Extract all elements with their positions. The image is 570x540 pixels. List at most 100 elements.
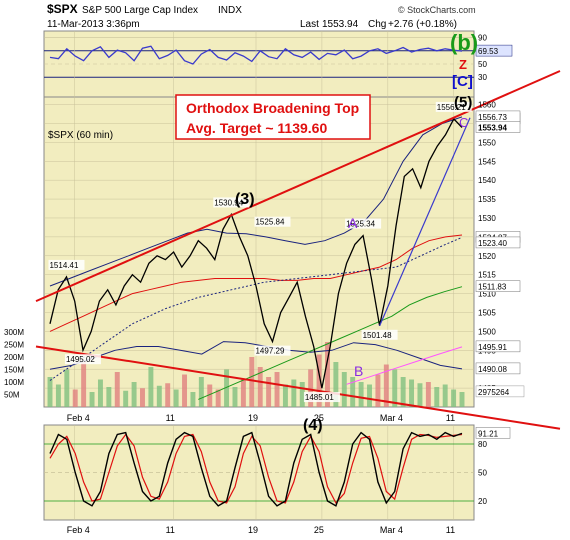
price-point-label: 1501.48	[363, 331, 392, 340]
volume-bar	[81, 362, 87, 407]
bollinger-upper	[49, 116, 463, 287]
right-value-label: 1511.83	[478, 283, 507, 292]
volume-bar	[308, 369, 314, 407]
price-label-bg	[254, 345, 291, 356]
price-tick-label: 1500	[478, 327, 496, 336]
volume-bar	[451, 389, 457, 407]
volume-tick-label: 250M	[4, 341, 24, 350]
price-label-bg	[345, 218, 382, 229]
volume-bar	[257, 367, 263, 407]
stoch-d-line	[49, 433, 463, 504]
price-panel	[43, 96, 475, 408]
volume-bar	[47, 377, 53, 407]
x-tick-label-bottom: Mar 4	[380, 525, 403, 535]
volume-last-value: 2975264	[478, 388, 510, 397]
price-point-label: 1495.02	[66, 355, 95, 364]
volume-tick-label: 200M	[4, 353, 24, 362]
wave-label-b: (b)	[450, 30, 478, 55]
price-tick-label: 1505	[478, 308, 496, 317]
volume-tick-label: 300M	[4, 328, 24, 337]
price-label-bg	[213, 197, 250, 208]
chart-exchange: INDX	[218, 5, 242, 16]
watermark: © StockCharts.com	[398, 5, 476, 15]
x-tick-label-bottom: 11	[446, 525, 455, 535]
volume-bar	[434, 387, 440, 407]
x-tick-label: 25	[314, 413, 324, 423]
x-tick-label-bottom: 19	[248, 525, 258, 535]
volume-bar	[291, 379, 297, 407]
price-point-label: 1556.21	[437, 103, 466, 112]
volume-tick-label: 150M	[4, 366, 24, 375]
price-label-bg	[48, 259, 85, 270]
volume-bar	[106, 387, 112, 407]
stoch-last-value: 91.21	[478, 429, 499, 438]
right-value-label: 1523.40	[478, 239, 507, 248]
broadening-upper-line	[35, 70, 561, 303]
moving-average-magenta	[346, 346, 463, 385]
last-value: 1553.94	[322, 19, 359, 30]
stoch-k-line	[49, 431, 463, 507]
bollinger-lower	[49, 341, 463, 370]
price-point-label: 1525.34	[346, 220, 375, 229]
stochastic-series	[49, 431, 463, 507]
stoch-tick-label: 50	[478, 469, 487, 478]
volume-bar	[350, 377, 356, 407]
chg-label: Chg	[368, 19, 386, 30]
volume-bar	[367, 384, 372, 407]
volume-bar	[173, 389, 179, 407]
chart-date: 11-Mar-2013 3:36pm	[47, 19, 140, 30]
right-value-box	[475, 236, 521, 249]
volume-bar	[156, 385, 162, 407]
right-value-box	[475, 121, 521, 133]
price-tick-label: 1530	[478, 214, 496, 223]
x-tick-label: 11	[446, 413, 455, 423]
volume-bar	[442, 384, 448, 407]
x-tick-label-bottom: 11	[166, 525, 175, 535]
volume-bars	[47, 342, 465, 407]
volume-bar	[190, 392, 196, 407]
price-point-label: 1514.41	[49, 261, 78, 270]
price-label-bg	[64, 354, 101, 365]
volume-bar	[140, 388, 145, 407]
price-series	[35, 70, 561, 430]
x-tick-label: 19	[248, 413, 258, 423]
rsi-last-value: 69.53	[478, 47, 499, 56]
price-tick-label: 1550	[478, 138, 496, 147]
right-value-label: 1490.08	[478, 365, 507, 374]
right-value-label: 1495.91	[478, 343, 507, 352]
box-target: Avg. Target ~ 1139.60	[186, 120, 327, 136]
volume-bar	[131, 382, 137, 407]
wave-label-b-minor: B	[354, 363, 363, 379]
wave-label-c-bracket: [C]	[452, 73, 473, 90]
volume-bar	[316, 354, 322, 407]
x-tick-label-bottom: 25	[314, 525, 324, 535]
price-point-label: 1525.84	[255, 218, 284, 227]
volume-tick-label: 100M	[4, 378, 24, 387]
price-label-bg	[361, 329, 398, 340]
price-tick-label: 1560	[478, 101, 496, 110]
price-tick-label: 1545	[478, 157, 496, 166]
moving-average-dotted	[49, 236, 463, 381]
price-tick-label: 1515	[478, 271, 496, 280]
volume-bar	[249, 357, 255, 407]
price-tick-label: 1510	[478, 290, 496, 299]
wave-label-a: A	[348, 215, 358, 231]
wave-label-z: Z	[459, 57, 467, 72]
x-tick-label: Mar 4	[380, 413, 403, 423]
axis-labels: 3050709069.53148514901495150015051510151…	[4, 34, 525, 535]
volume-bar	[182, 374, 188, 407]
rsi-tick-label: 90	[478, 34, 487, 43]
volume-bar	[97, 379, 103, 407]
price-label-bg	[254, 216, 291, 227]
volume-bar	[459, 392, 465, 407]
volume-bar	[425, 382, 431, 407]
volume-bar	[165, 383, 171, 407]
volume-bar	[392, 369, 398, 407]
rsi-last-box	[475, 44, 513, 57]
price-tick-label: 1535	[478, 195, 496, 204]
volume-bar	[375, 374, 381, 407]
right-value-box	[475, 280, 521, 292]
broadening-top-box	[175, 94, 371, 140]
volume-bar	[400, 377, 406, 407]
